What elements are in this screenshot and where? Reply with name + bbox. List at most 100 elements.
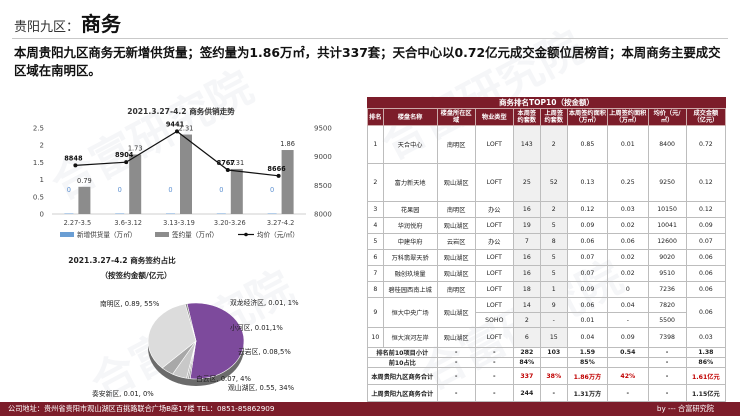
table-cell: 1.31万方 [566,384,609,402]
region-label: 贵阳九区： [14,20,80,35]
summary-text: 本周贵阳九区商务无新增供货量；签约量为1.86万㎡，共计337套；天合中心以0.… [14,45,721,78]
table-cell: 1.15亿元 [685,384,727,402]
table-cell: 观山湖区 [436,327,476,348]
table-row: 3 花果园 南明区 办公 16 2 0.12 0.03 10150 0.12 [367,201,727,218]
table-row: 4 华润悦府 观山湖区 LOFT 19 5 0.09 0.02 10041 0.09 [367,217,727,234]
table-cell: - [607,312,649,328]
legend-swatch-price-dot [244,232,248,237]
table-cell: 0.85 [566,125,609,164]
table-cell: 9 [367,297,384,328]
signed-bar [281,150,294,214]
table-cell: LOFT [474,281,514,298]
table-row: 本周贵阳九区商务合计 - -337 38% 1.86万方 42% -1.61亿元 [367,367,727,385]
signed-bar [230,168,243,214]
signed-bar [129,154,142,214]
table-cell: 10041 [647,217,687,234]
table-cell: 9 [539,297,568,313]
x-tick-label: 3.20-3.26 [214,219,246,227]
table-cell: 0.06 [685,265,727,282]
table-cell: 天合中心 [382,125,438,164]
table-row: 5 中建华府 云岩区 办公 7 8 0.06 0.06 12600 0.07 [367,233,727,250]
price-line [75,130,279,177]
y-right-tick-label: 8500 [314,182,332,190]
table-cell: 0.02 [607,217,649,234]
table-cell: 9250 [647,163,687,202]
table-row: 1 天合中心 南明区 LOFT 143 2 0.85 0.01 8400 0.72 [367,125,727,164]
table-cell: 华润悦府 [382,217,438,234]
price-data-label: 9441 [166,120,185,128]
signed-data-label: 0.79 [77,177,92,185]
table-cell: 0.06 [566,297,609,313]
table-cell: LOFT [474,217,514,234]
table-cell: 9510 [647,265,687,282]
header-divider [12,38,728,39]
table-cell: 观山湖区 [436,217,476,234]
supply-data-label: 0 [168,186,172,194]
table-cell: 7820 [647,297,687,313]
table-cell: 0.04 [566,327,609,348]
table-cell: 8 [367,281,384,298]
pie-slice [184,303,197,342]
x-tick-label: 2.27-3.5 [64,219,92,227]
signed-data-label: 1.31 [229,159,244,167]
column-header: 楼盘所在区域 [436,108,476,126]
table-cell: 1.61亿元 [685,367,727,385]
table-cell: - [647,367,687,385]
table-cell: 0 [607,281,649,298]
table-cell: 25 [512,163,541,202]
pie-slice-label: 观山湖区, 0.55, 34% [228,383,295,392]
table-cell: 18 [512,281,541,298]
page-title: 商务 [81,12,122,36]
charts-svg: 2021.3.27-4.2 商务供销走势 0 0.5 1 1.5 2 2.5 8000 8500… [33,106,332,398]
table-cell: - [436,384,476,402]
column-header: 上周签约面积（万㎡） [607,108,649,126]
table-cell [607,357,649,368]
table-cell: - [474,347,514,358]
table-cell: - [436,347,476,358]
bar-chart-title: 2021.3.27-4.2 商务供销走势 [127,106,235,116]
table-cell: 10150 [647,201,687,218]
table-cell: - [647,357,687,368]
table-cell: LOFT [474,163,514,202]
footer-bar: 公司地址：贵州省贵阳市观山湖区百挑路联合广场B座17楼 TEL：0851-858… [0,402,740,416]
table-cell: LOFT [474,327,514,348]
table-cell: 0.02 [607,249,649,266]
table-cell: - [539,384,568,402]
table-cell: 南明区 [436,201,476,218]
table-cell: 前10占比 [367,357,438,368]
table-cell: 万科翡翠天骄 [382,249,438,266]
price-point [225,168,230,173]
table-cell: - [647,384,687,402]
pie-slice [147,303,197,369]
y-left-tick-label: 1.5 [33,159,44,167]
column-header: 物业类型 [474,108,514,126]
pie-chart-subtitle: （按签约金额/亿元） [100,270,171,280]
price-point [124,160,129,165]
table-cell: 84% [512,357,541,368]
table-cell: 103 [539,347,568,358]
signed-bar [78,186,91,214]
column-header: 排名 [367,108,384,126]
supply-bar [166,213,175,214]
footer-address: 公司地址：贵州省贵阳市观山湖区百挑路联合广场B座17楼 TEL：0851-858… [8,404,275,413]
table-row: 8 碧桂园西南上城 南明区 LOFT 18 1 0.09 0 7236 0.06 [367,281,727,298]
table-cell: 86% [685,357,727,368]
table-cell: 富力新天地 [382,163,438,202]
table-cell: 16 [512,201,541,218]
table-cell: 0.07 [566,265,609,282]
column-header: 本周签约面积（万㎡） [566,108,609,126]
pie-slice-label: 小河区, 0.01,1% [230,323,283,332]
table-cell [539,357,568,368]
price-point [73,163,78,168]
table-cell: 0.09 [685,217,727,234]
price-data-label: 8666 [267,165,286,173]
column-header: 楼盘名称 [382,108,438,126]
table-cell: - [436,357,476,368]
table-cell: 0.03 [607,201,649,218]
table-cell: 0.01 [607,125,649,164]
table-cell: 1.38 [685,347,727,358]
table-row: 排名前10项目小计 - -282 103 1.59 0.54-1.38 [367,347,727,358]
table-cell: 16 [512,249,541,266]
table-cell: 云岩区 [436,233,476,250]
table-cell: 19 [512,217,541,234]
